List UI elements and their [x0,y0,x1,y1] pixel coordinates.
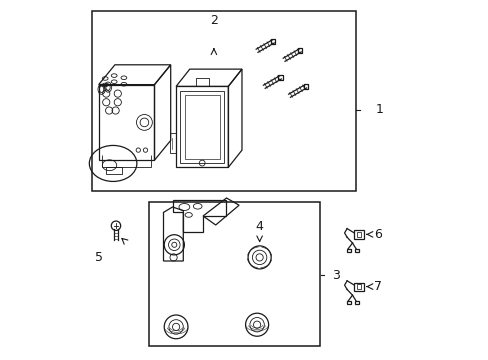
Text: 1: 1 [375,103,383,116]
Text: 2: 2 [209,14,217,27]
Text: 7: 7 [373,280,381,293]
Bar [91,11,355,191]
Text: 6: 6 [373,228,381,241]
Bar [176,86,228,167]
Bar [149,202,320,346]
Bar [99,85,154,160]
Bar [184,95,219,159]
Text: 3: 3 [332,269,340,282]
Bar [180,91,224,163]
Text: 5: 5 [95,251,102,264]
Text: 4: 4 [255,220,263,233]
